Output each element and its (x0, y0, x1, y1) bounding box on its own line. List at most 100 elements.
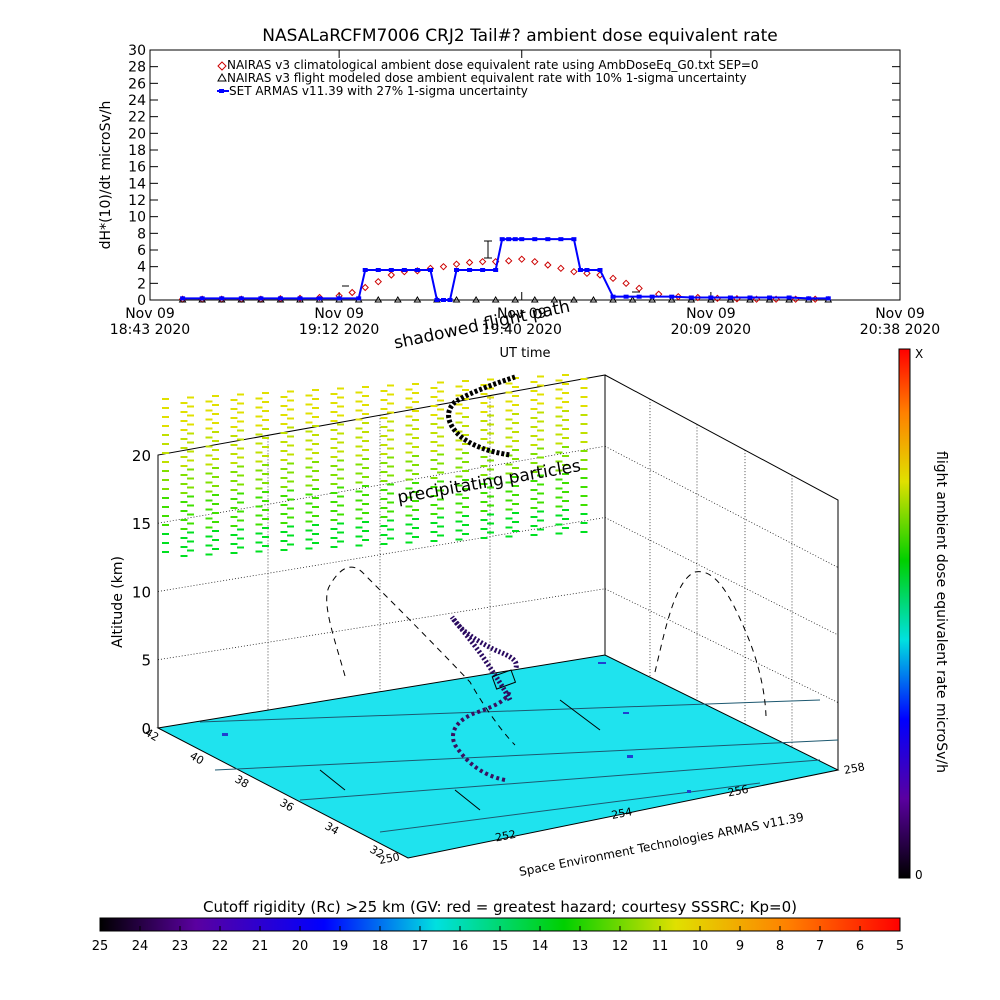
dose-rate-dash (405, 460, 413, 463)
data-point (806, 296, 812, 301)
dose-rate-dash (430, 477, 438, 479)
dose-rate-dash (330, 483, 338, 485)
dose-rate-dash (412, 464, 419, 466)
colorbar-bottom-tick-label: 16 (452, 939, 469, 954)
dose-rate-dash (330, 420, 338, 422)
dose-rate-dash (462, 443, 469, 445)
dose-rate-dash (537, 492, 544, 495)
x-tick-label-time: 20:09 2020 (671, 322, 751, 338)
dose-rate-dash (355, 481, 363, 484)
dose-rate-dash (537, 420, 544, 423)
dose-rate-dash (205, 409, 213, 412)
dose-rate-dash (512, 404, 519, 406)
x-tick-label-date: Nov 09 (875, 306, 925, 322)
dose-rate-dash (405, 523, 413, 526)
x-tick-label-time: 19:40 2020 (482, 322, 562, 338)
dose-rate-dash (512, 476, 519, 478)
dose-rate-dash (412, 428, 419, 430)
shadowed-flight-path (446, 374, 516, 458)
dose-rate-dash (337, 423, 344, 426)
dose-rate-dash (480, 384, 488, 386)
dose-rate-dash (405, 469, 413, 472)
dose-rate-dash (487, 486, 494, 489)
dose-rate-dash (487, 468, 494, 471)
dose-rate-dash (530, 498, 538, 500)
dose-rate-dash (562, 374, 569, 376)
dose-rate-dash (480, 429, 488, 431)
dose-rate-dash (512, 512, 519, 514)
dose-rate-dash (412, 482, 419, 484)
dose-rate-dash (462, 425, 469, 427)
dose-rate-dash (287, 480, 294, 483)
dose-rate-dash (512, 431, 519, 433)
dose-rate-dash (437, 462, 444, 465)
data-point (480, 268, 486, 272)
data-point (401, 268, 407, 272)
dose-rate-dash (280, 531, 288, 533)
legend-entry-flight-modeled: NAIRAS v3 flight modeled dose ambient eq… (227, 71, 747, 85)
dose-rate-dash (480, 438, 488, 440)
dose-rate-dash (337, 405, 344, 408)
dose-rate-dash (462, 533, 469, 535)
dose-rate-dash (287, 471, 294, 474)
x-tick-label-time: 19:12 2020 (299, 322, 379, 338)
colorbar-right-title: flight ambient dose equivalent rate micr… (933, 451, 949, 773)
dose-rate-dash (312, 479, 319, 481)
dose-rate-dash (437, 525, 444, 528)
dose-rate-dash (280, 477, 288, 479)
dose-rate-dash (212, 530, 219, 532)
dose-rate-dash (555, 379, 563, 382)
dose-rate-dash (480, 492, 488, 494)
dose-rate-dash (305, 511, 313, 514)
dose-rate-dash (162, 524, 169, 526)
colorbar-bottom-tick-label: 20 (292, 939, 309, 954)
dose-rate-dash (362, 386, 369, 388)
dose-rate-dash (580, 450, 588, 452)
dose-rate-dash (512, 494, 519, 496)
data-point (387, 271, 396, 279)
dose-rate-dash (337, 540, 344, 543)
dose-rate-dash (487, 531, 494, 534)
dose-rate-dash (455, 412, 463, 415)
dose-rate-dash (180, 519, 188, 521)
dose-rate-dash (162, 425, 169, 427)
data-point (583, 269, 591, 278)
dose-rate-dash (362, 404, 369, 406)
dose-rate-dash (355, 418, 363, 421)
dose-rate-dash (180, 474, 188, 476)
dose-rate-dash (205, 463, 213, 466)
dose-rate-dash (387, 438, 394, 441)
dose-rate-dash (437, 480, 444, 483)
dose-rate-dash (255, 460, 263, 463)
dose-rate-dash (405, 424, 413, 427)
dose-rate-dash (287, 408, 294, 411)
dose-rate-dash (537, 483, 544, 486)
dose-rate-dash (305, 448, 313, 451)
dose-rate-dash (530, 399, 538, 401)
colorbar-right-bottom-label: 0 (915, 868, 923, 882)
dose-rate-dash (580, 441, 588, 443)
dose-rate-dash (505, 445, 513, 448)
dose-rate-dash (180, 492, 188, 494)
colorbar-bottom-tick-label: 22 (212, 939, 229, 954)
dose-rate-dash (230, 471, 238, 473)
data-point (238, 296, 244, 301)
dose-rate-dash (480, 456, 488, 458)
dose-rate-dash (280, 504, 288, 506)
dose-rate-dash (187, 477, 194, 480)
dose-rate-dash (405, 496, 413, 499)
colorbar-bottom-title: Cutoff rigidity (Rc) >25 km (GV: red = g… (203, 898, 797, 916)
dose-rate-dash (355, 544, 363, 547)
data-point (609, 296, 617, 303)
dose-rate-dash (262, 437, 269, 439)
dose-rate-dash (480, 465, 488, 467)
dose-rate-dash (162, 461, 169, 463)
dose-rate-dash (330, 411, 338, 413)
data-point (277, 296, 283, 301)
dose-rate-dash (380, 408, 388, 410)
data-point (374, 277, 382, 286)
dose-rate-dash (362, 521, 369, 523)
dose-rate-dash (262, 392, 269, 394)
dose-rate-dash (512, 413, 519, 415)
